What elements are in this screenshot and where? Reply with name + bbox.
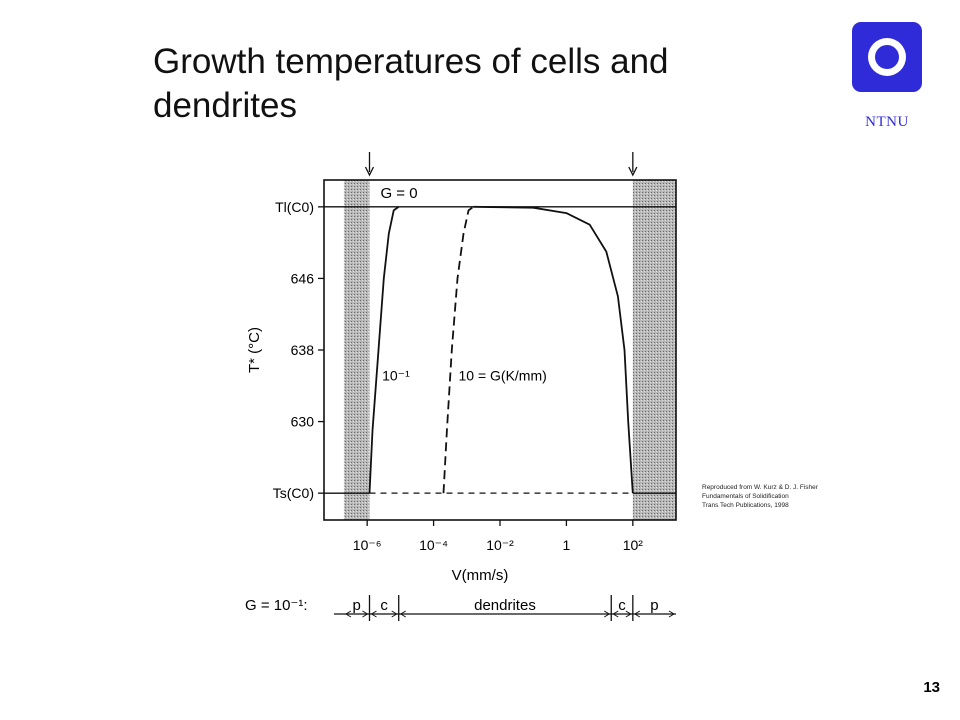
arrow-head-icon [364, 166, 375, 177]
credit-line: Reproduced from W. Kurz & D. J. Fisher [702, 484, 818, 491]
regime-segment-label: c [618, 597, 626, 614]
regime-arrow-icon [634, 610, 675, 618]
regime-segment-label: dendrites [474, 597, 536, 614]
plot-frame [323, 179, 677, 521]
regime-bar-label: G = 10⁻¹: [245, 597, 308, 614]
x-tick-label: 10⁻⁴ [419, 537, 448, 553]
regime-segment-label: c [380, 597, 388, 614]
logo-dot-icon [875, 45, 899, 69]
regime-arrow-icon [371, 610, 397, 618]
ntnu-logo [852, 22, 922, 92]
chart-figure: Tl(C0) 646 638 630 Ts(C0) 10⁻⁶ 10⁻⁴ 10⁻² 1 10² V(m… [231, 150, 709, 655]
growth-temperature-chart: Tl(C0) 646 638 630 Ts(C0) 10⁻⁶ 10⁻⁴ 10⁻² 1 10² V(m… [245, 152, 677, 621]
x-tick-label: 10⁻⁶ [353, 537, 382, 553]
x-tick-label: 1 [563, 537, 571, 553]
regime-arrow-icon [345, 610, 368, 618]
x-axis-label: V(mm/s) [452, 567, 509, 584]
logo-ring-icon [868, 38, 906, 76]
y-tick-label: Ts(C0) [273, 485, 314, 501]
series-line-1 [442, 206, 474, 494]
shaded-region [343, 180, 370, 520]
shaded-region [632, 180, 676, 520]
series-label: 10⁻¹ [382, 367, 410, 383]
credit-line: Fundamentals of Solidification [702, 493, 789, 500]
regime-segment-label: p [650, 597, 658, 614]
arrow-head-icon [628, 166, 638, 177]
y-axis-label: T* (°C) [246, 327, 263, 373]
y-tick-label: 638 [291, 342, 315, 358]
logo-text: NTNU [865, 114, 909, 130]
figure-credit: Reproduced from W. Kurz & D. J. Fisher F… [702, 483, 862, 510]
x-tick-label: 10² [623, 537, 644, 553]
series-line-0 [368, 206, 400, 494]
y-tick-label: 646 [291, 270, 315, 286]
credit-line: Trans Tech Publications, 1998 [702, 502, 789, 509]
series-label: 10 = G(K/mm) [458, 367, 546, 383]
slide-title: Growth temperatures of cells and dendrit… [153, 42, 669, 125]
top-label: G = 0 [380, 185, 417, 202]
series-line-2 [473, 205, 634, 494]
y-tick-label: Tl(C0) [275, 199, 314, 215]
x-tick-label: 10⁻² [486, 537, 514, 553]
regime-arrow-icon [612, 610, 632, 618]
regime-arrow-icon [400, 610, 610, 618]
regime-segment-label: p [353, 597, 361, 614]
y-tick-label: 630 [291, 414, 315, 430]
page-number: 13 [923, 679, 940, 696]
